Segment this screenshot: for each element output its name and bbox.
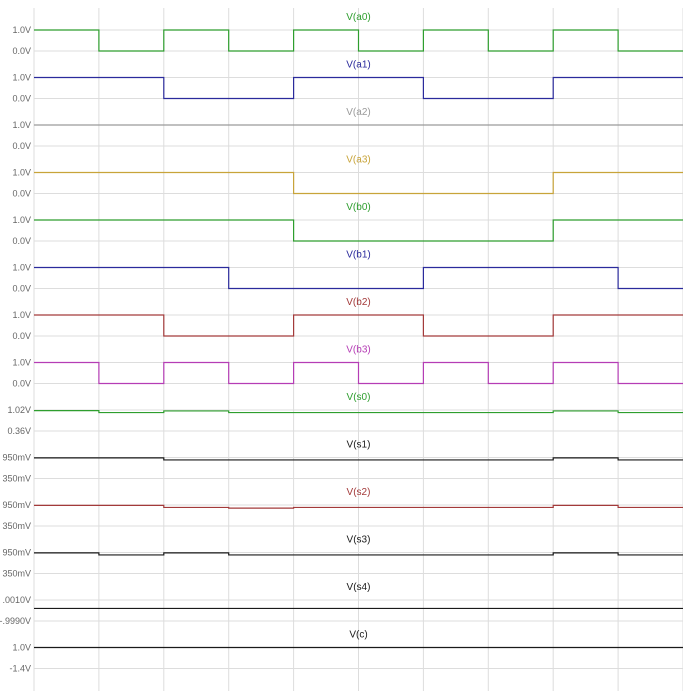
- y-tick-label: -1.4V: [9, 664, 31, 674]
- trace-title: V(b3): [346, 345, 370, 356]
- trace-line-vb2: [34, 314, 683, 337]
- trace-title: V(b0): [346, 202, 370, 213]
- y-tick-label: 350mV: [2, 521, 31, 531]
- trace-title: V(s2): [347, 487, 371, 498]
- y-tick-label: 350mV: [2, 474, 31, 484]
- y-tick-label: 0.0V: [12, 141, 31, 151]
- y-tick-label: 0.0V: [12, 379, 31, 389]
- y-tick-label: 1.0V: [12, 25, 31, 35]
- y-tick-label: 1.0V: [12, 215, 31, 225]
- y-tick-label: 950mV: [2, 548, 31, 558]
- y-tick-label: 1.0V: [12, 310, 31, 320]
- y-tick-label: 0.0V: [12, 284, 31, 294]
- trace-title: V(s4): [347, 582, 371, 593]
- y-tick-label: 1.0V: [12, 358, 31, 368]
- trace-title: V(c): [349, 630, 367, 641]
- trace-line-vs3: [34, 552, 683, 556]
- y-tick-label: 1.02V: [7, 405, 31, 415]
- y-tick-label: 950mV: [2, 453, 31, 463]
- trace-line-vs1: [34, 457, 683, 461]
- y-tick-label: 0.0V: [12, 94, 31, 104]
- trace-title: V(a2): [346, 107, 370, 118]
- trace-title: V(s1): [347, 440, 371, 451]
- y-tick-label: 0.0V: [12, 189, 31, 199]
- trace-line-vs0: [34, 410, 683, 414]
- trace-line-vs2: [34, 504, 683, 509]
- trace-title: V(s3): [347, 535, 371, 546]
- trace-title: V(b2): [346, 297, 370, 308]
- y-tick-label: 0.0V: [12, 236, 31, 246]
- trace-line-vb1: [34, 266, 683, 290]
- y-tick-label: 0.36V: [7, 426, 31, 436]
- trace-line-va1: [34, 76, 683, 100]
- y-tick-label: .0010V: [2, 595, 31, 605]
- y-tick-label: 1.0V: [12, 120, 31, 130]
- trace-line-vb0: [34, 219, 683, 242]
- trace-line-va0: [34, 29, 683, 52]
- trace-title: V(a3): [346, 155, 370, 166]
- trace-title: V(a0): [346, 12, 370, 23]
- y-tick-label: 1.0V: [12, 643, 31, 653]
- trace-title: V(s0): [347, 392, 371, 403]
- y-tick-label: 350mV: [2, 569, 31, 579]
- trace-title: V(a1): [346, 60, 370, 71]
- y-tick-label: 1.0V: [12, 168, 31, 178]
- trace-line-va3: [34, 171, 683, 195]
- y-tick-label: 0.0V: [12, 331, 31, 341]
- y-tick-label: 950mV: [2, 500, 31, 510]
- y-tick-label: -.9990V: [0, 616, 31, 626]
- y-tick-label: 0.0V: [12, 46, 31, 56]
- trace-line-vb3: [34, 361, 683, 385]
- trace-title: V(b1): [346, 250, 370, 261]
- y-tick-label: 1.0V: [12, 73, 31, 83]
- y-tick-label: 1.0V: [12, 263, 31, 273]
